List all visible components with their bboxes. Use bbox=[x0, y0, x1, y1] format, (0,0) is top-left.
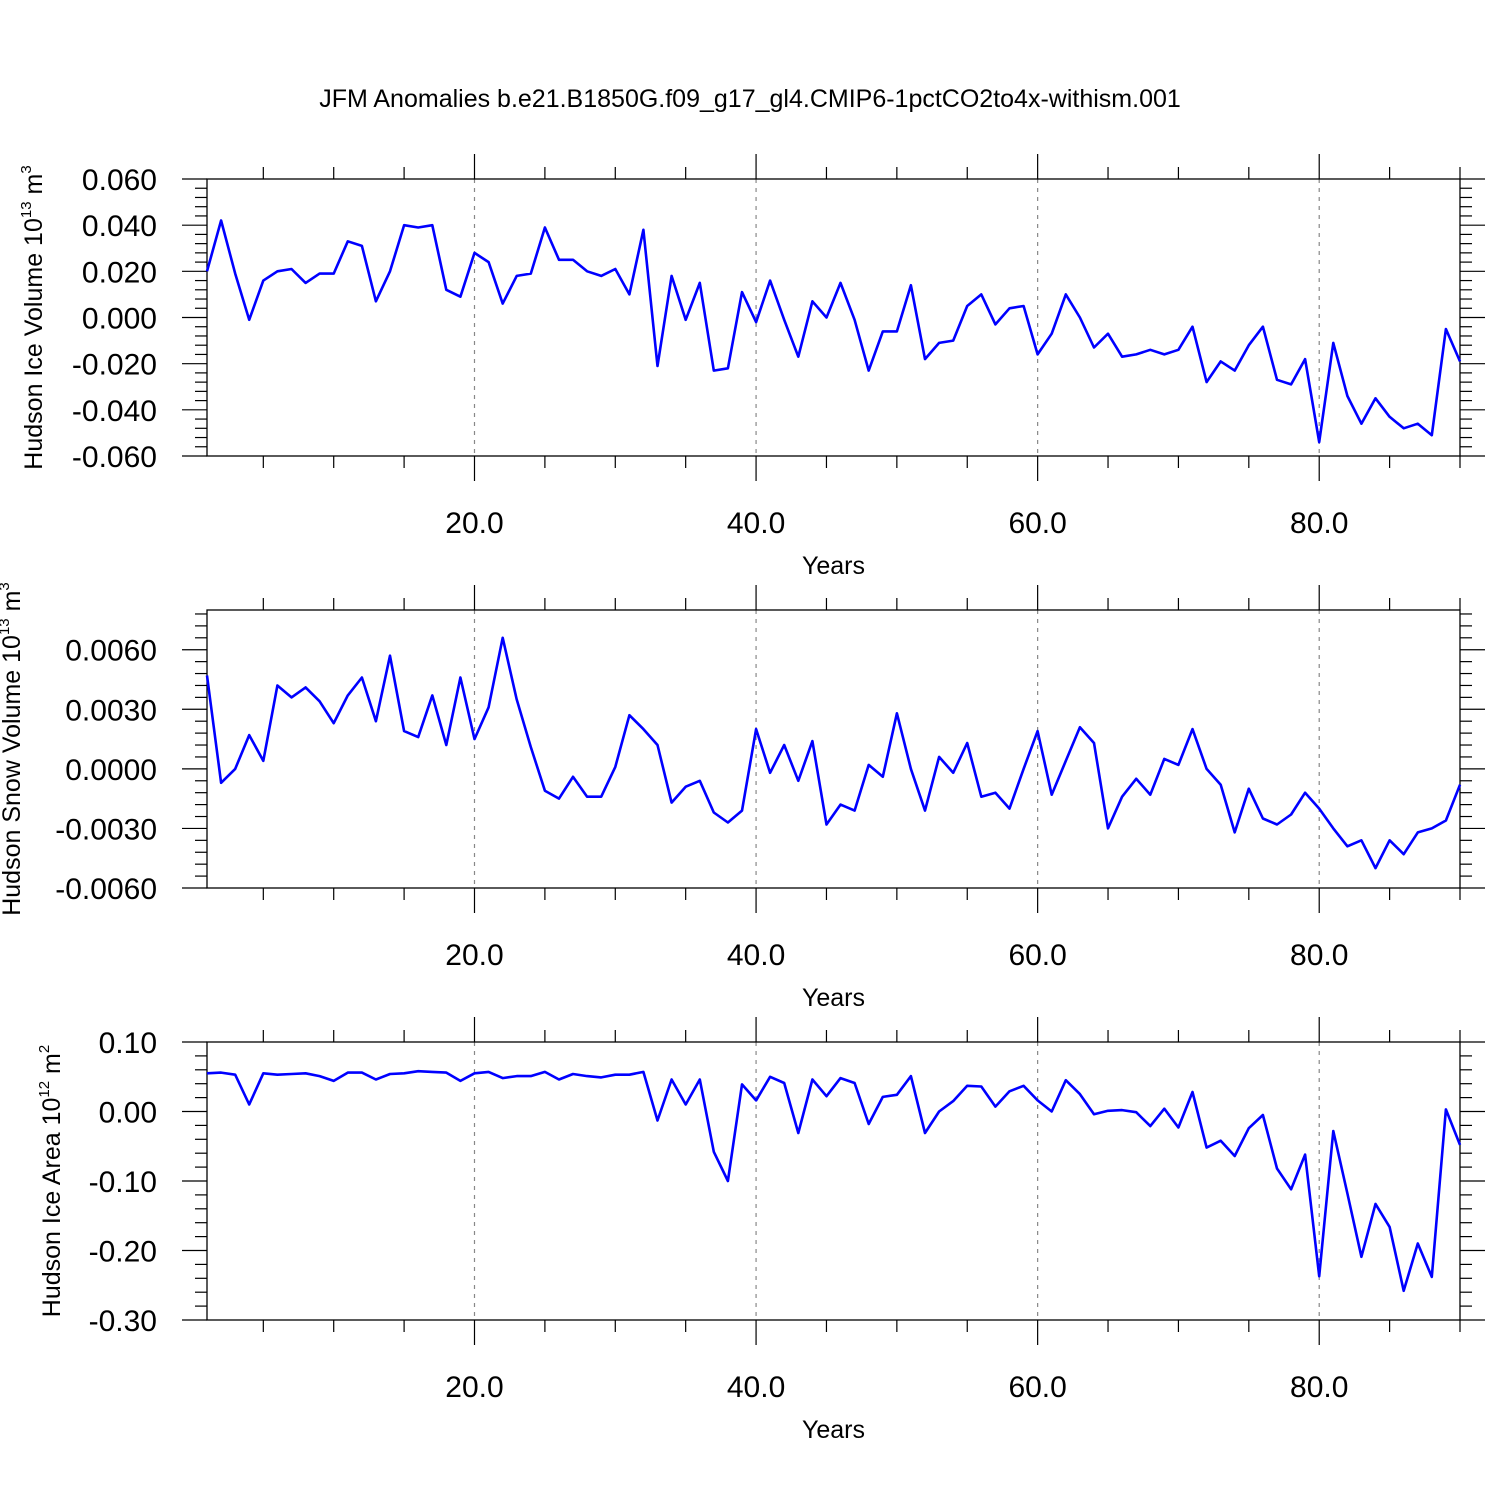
y-tick-label: 0.020 bbox=[82, 256, 157, 289]
y-tick-label: 0.00 bbox=[99, 1097, 157, 1130]
y-tick-label: 0.000 bbox=[82, 303, 157, 336]
y-axis-title: Hudson Ice Volume 1013 m3 bbox=[18, 165, 48, 469]
data-series-line bbox=[205, 219, 1462, 444]
y-axis-title-unit: m bbox=[0, 591, 26, 619]
x-tick-label: 20.0 bbox=[445, 1371, 503, 1404]
figure-title: JFM Anomalies b.e21.B1850G.f09_g17_gl4.C… bbox=[319, 85, 1181, 113]
y-tick-label: -0.10 bbox=[89, 1166, 157, 1199]
panels: 0.0600.0400.0200.000-0.020-0.040-0.06020… bbox=[0, 154, 1485, 1444]
chart-panel-1: 0.060 0.040 0.020 0.000 -0.020 -0.040 -0.060 20… bbox=[18, 154, 1485, 580]
y-axis-title-unit-exponent: 3 bbox=[0, 582, 13, 590]
plot-frame bbox=[206, 609, 1461, 889]
y-axis-title-unit-exponent: 3 bbox=[18, 165, 35, 173]
y-tick-label: 0.0060 bbox=[65, 635, 157, 668]
plot-frame bbox=[206, 178, 1461, 457]
y-tick-label: 0.040 bbox=[82, 210, 157, 243]
data-series-line bbox=[206, 1069, 1462, 1293]
y-tick-label: -0.30 bbox=[89, 1305, 157, 1338]
y-tick-label: -0.060 bbox=[72, 441, 157, 474]
x-tick-label: 80.0 bbox=[1290, 1371, 1348, 1404]
x-tick-label: 80.0 bbox=[1290, 939, 1348, 972]
y-axis-title: Hudson Snow Volume 1013 m3 bbox=[0, 582, 26, 916]
y-axis-title-text: Hudson Ice Area 10 bbox=[38, 1098, 66, 1318]
y-axis-title: Hudson Ice Area 1012 m2 bbox=[36, 1045, 66, 1317]
y-axis-title-exponent: 12 bbox=[36, 1081, 53, 1098]
x-tick-label: 60.0 bbox=[1008, 1371, 1066, 1404]
x-tick-label: 40.0 bbox=[727, 939, 785, 972]
y-tick-label: -0.040 bbox=[72, 395, 157, 428]
plot-frame bbox=[206, 1041, 1461, 1321]
x-axis-title: Years bbox=[802, 1416, 865, 1444]
x-tick-label: 20.0 bbox=[445, 507, 503, 540]
y-tick-label: -0.020 bbox=[72, 349, 157, 382]
x-axis-title: Years bbox=[802, 552, 865, 580]
y-axis-title-text: Hudson Ice Volume 10 bbox=[20, 218, 48, 470]
y-axis-title-text: Hudson Snow Volume 10 bbox=[0, 635, 26, 916]
y-tick-label: -0.0030 bbox=[55, 813, 157, 846]
y-tick-label: 0.0030 bbox=[65, 694, 157, 727]
x-tick-label: 60.0 bbox=[1008, 939, 1066, 972]
y-tick-label: -0.20 bbox=[89, 1236, 157, 1269]
x-tick-label: 60.0 bbox=[1008, 507, 1066, 540]
y-tick-label: 0.0000 bbox=[65, 754, 157, 787]
data-series-line bbox=[205, 636, 1462, 870]
y-tick-label: 0.10 bbox=[99, 1027, 157, 1060]
y-axis-title-unit-exponent: 2 bbox=[36, 1045, 53, 1053]
x-axis-title: Years bbox=[802, 984, 865, 1012]
x-tick-label: 80.0 bbox=[1290, 507, 1348, 540]
chart-panel-2: 0.0060 0.0030 0.0000 -0.0030 -0.0060 20.0 40.0… bbox=[0, 582, 1485, 1012]
x-tick-label: 40.0 bbox=[727, 1371, 785, 1404]
y-axis-title-exponent: 13 bbox=[0, 618, 13, 635]
x-tick-label: 40.0 bbox=[727, 507, 785, 540]
y-tick-label: 0.060 bbox=[82, 164, 157, 197]
y-axis-title-unit: m bbox=[20, 174, 48, 202]
y-axis-title-unit: m bbox=[38, 1053, 66, 1081]
y-axis-title-exponent: 13 bbox=[18, 201, 35, 218]
x-tick-label: 20.0 bbox=[445, 939, 503, 972]
y-tick-label: -0.0060 bbox=[55, 873, 157, 906]
chart-panel-3: 0.10 0.00 -0.10 -0.20 -0.30 20.0 40.0 60.0 80.0 Y… bbox=[36, 1017, 1485, 1444]
